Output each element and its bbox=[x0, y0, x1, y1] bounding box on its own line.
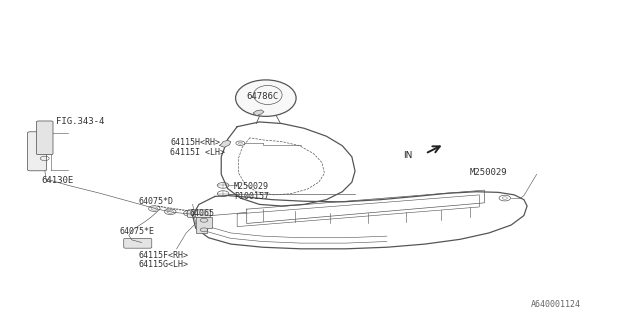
FancyBboxPatch shape bbox=[124, 238, 152, 248]
Polygon shape bbox=[220, 140, 231, 147]
Text: FIG.343-4: FIG.343-4 bbox=[56, 117, 104, 126]
Text: 64115H<RH>: 64115H<RH> bbox=[170, 138, 220, 147]
Text: 64075*E: 64075*E bbox=[119, 227, 154, 236]
Text: 64115I <LH>: 64115I <LH> bbox=[170, 148, 225, 156]
Text: M250029: M250029 bbox=[470, 168, 508, 177]
Text: 64065: 64065 bbox=[189, 209, 214, 219]
Polygon shape bbox=[253, 110, 264, 116]
Text: 64115G<LH>: 64115G<LH> bbox=[138, 260, 188, 269]
FancyBboxPatch shape bbox=[36, 121, 53, 155]
FancyBboxPatch shape bbox=[188, 210, 211, 217]
Ellipse shape bbox=[236, 80, 296, 116]
Text: 64075*D: 64075*D bbox=[138, 197, 173, 206]
FancyBboxPatch shape bbox=[28, 132, 47, 171]
Text: 64786C: 64786C bbox=[246, 92, 279, 101]
Text: IN: IN bbox=[403, 151, 412, 160]
Text: 64130E: 64130E bbox=[41, 176, 73, 185]
Text: A640001124: A640001124 bbox=[531, 300, 580, 309]
Polygon shape bbox=[196, 217, 212, 233]
Text: M250029: M250029 bbox=[234, 182, 269, 191]
Text: P100157: P100157 bbox=[234, 192, 269, 201]
Text: 64115F<RH>: 64115F<RH> bbox=[138, 251, 188, 260]
